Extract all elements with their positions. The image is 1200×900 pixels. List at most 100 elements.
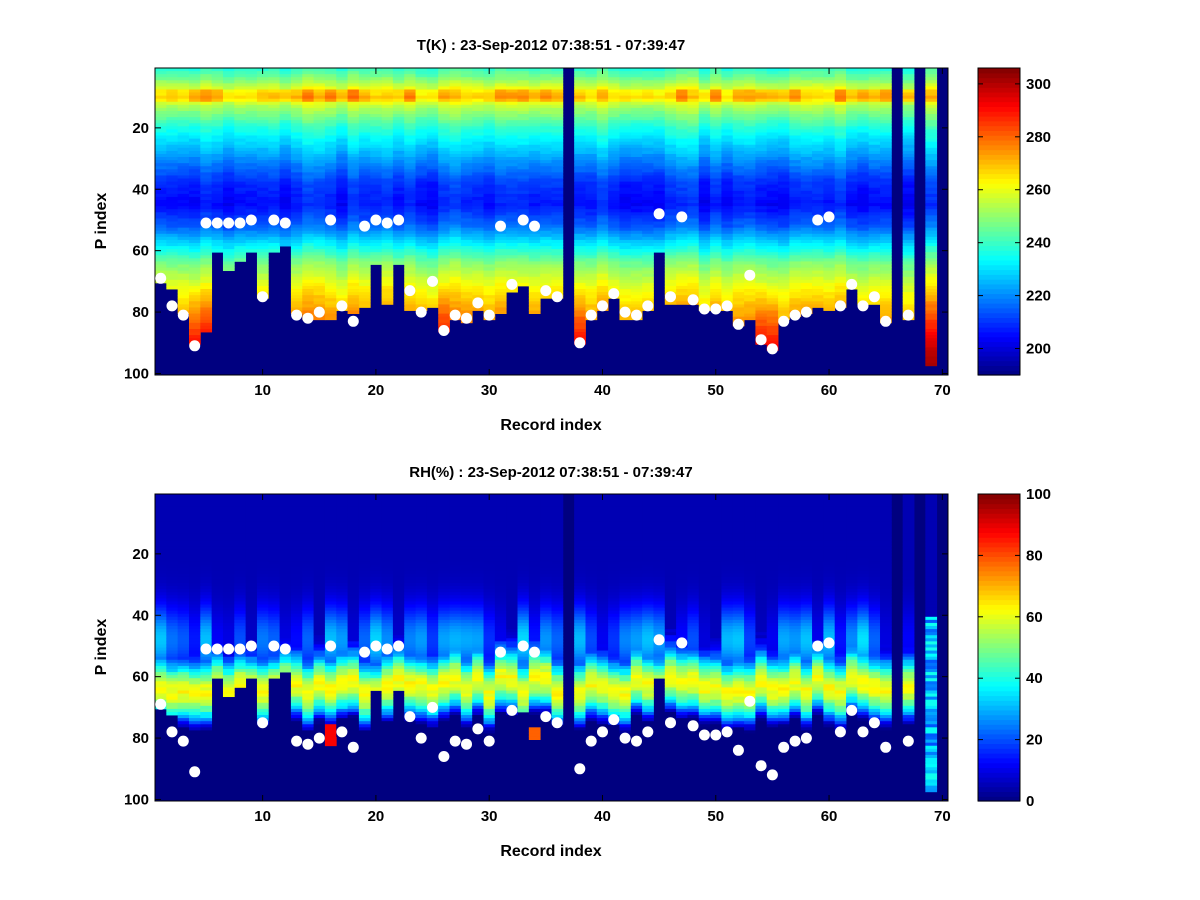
cloud-marker [687,720,699,732]
colorbar-cell [978,705,1020,711]
cloud-marker [846,704,858,716]
colorbar-cell [978,360,1020,367]
cloud-marker [268,214,280,226]
temperature-colorbar [977,67,1021,376]
heatmap-column [279,494,292,673]
cloud-marker [755,760,767,772]
heatmap-column [404,68,416,311]
cloud-marker [313,306,325,318]
cloud-marker [483,309,495,321]
heatmap-column [902,494,915,747]
cloud-marker [800,306,812,318]
colorbar-cell [978,211,1020,218]
heatmap-column [426,68,439,308]
colorbar-cell [978,748,1020,754]
colorbar-cell [978,72,1020,79]
colorbar-cell [978,149,1020,155]
colorbar-cell [978,130,1020,136]
colorbar-cell [978,661,1020,668]
cloud-marker [676,211,688,223]
cloud-marker [291,735,303,747]
cloud-marker [631,735,642,747]
heatmap-column [664,494,677,731]
cloud-marker [257,291,269,303]
heatmap-column [642,494,654,737]
cloud-marker [234,217,246,229]
x-tick-label: 40 [594,808,611,825]
colorbar-cell [978,738,1020,745]
cloud-marker [676,637,688,649]
colorbar-cell [978,690,1020,697]
colorbar-tick-label: 220 [1026,288,1051,305]
heatmap-column [619,494,632,747]
humidity-y-axis-label: P index [93,619,110,676]
colorbar-cell [978,671,1020,677]
cloud-marker [698,303,710,315]
colorbar-cell [978,192,1020,199]
heatmap-column [460,68,473,324]
heatmap-column [540,68,552,299]
heatmap-column [200,494,213,759]
heatmap-column [358,494,371,734]
heatmap-column [494,494,507,740]
cloud-marker [393,214,405,226]
heatmap-column [188,68,201,345]
heatmap-column [846,494,858,716]
cloud-marker [359,220,371,232]
cloud-marker [608,288,620,300]
heatmap-column [925,68,938,367]
cloud-marker [597,726,608,738]
colorbar-cell [978,642,1020,649]
x-tick-label: 10 [254,382,271,399]
heatmap-column [506,68,518,293]
cloud-marker [857,726,869,738]
cloud-marker [393,640,405,652]
cloud-marker [721,300,733,312]
heatmap-column [234,68,247,262]
colorbar-tick-label: 40 [1026,670,1043,687]
cloud-marker [461,312,472,324]
colorbar-tick-label: 80 [1026,547,1043,564]
colorbar-cell [978,77,1020,83]
x-tick-label: 10 [254,808,271,825]
heatmap-column [483,68,496,321]
colorbar-cell [978,322,1020,328]
colorbar-cell [978,331,1020,338]
heatmap-column [404,494,416,737]
cloud-marker [540,285,552,297]
heatmap-column [608,494,620,725]
colorbar-tick-label: 260 [1026,182,1051,199]
colorbar-cell [978,633,1020,639]
heatmap-column [494,68,507,314]
temperature-cloud-markers [155,208,914,355]
heatmap-column [370,68,382,265]
heatmap-column [800,68,813,314]
y-tick-label: 40 [132,607,149,624]
heatmap-column [664,68,677,305]
cloud-marker [653,208,665,220]
colorbar-cell [978,336,1020,343]
cloud-marker [279,643,291,655]
cloud-marker [574,337,586,349]
colorbar-cell [978,197,1020,203]
cloud-marker [665,291,676,303]
heatmap-column [200,68,213,333]
cloud-marker [483,735,495,747]
cloud-marker [495,220,506,232]
heatmap-column [823,494,836,737]
cloud-marker [868,291,880,303]
cloud-marker [619,306,631,318]
cloud-marker [189,340,201,352]
heatmap-column [630,494,643,747]
heatmap-column [585,68,598,321]
colorbar-cell [978,681,1020,687]
cloud-marker [495,646,506,658]
cloud-marker [257,717,269,729]
heatmap-column [302,494,314,747]
heatmap-column [392,68,405,265]
cloud-marker [902,735,914,747]
heatmap-column [438,68,450,333]
heatmap-column [880,68,892,324]
x-tick-label: 30 [481,382,498,399]
cloud-marker [812,640,824,652]
